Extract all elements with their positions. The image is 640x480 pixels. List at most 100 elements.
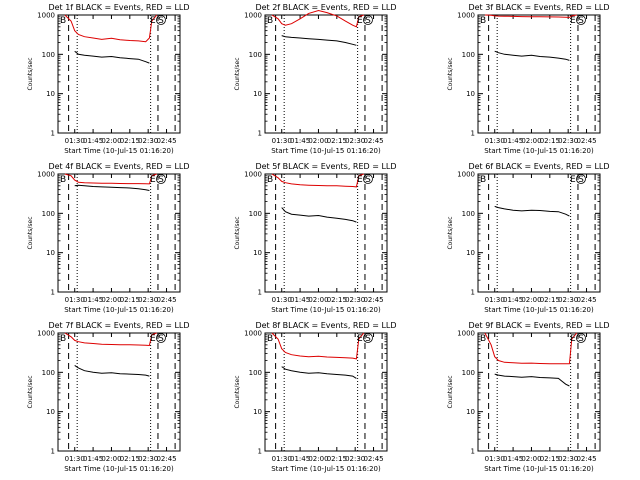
x-tick-label: 01:45 — [503, 296, 523, 304]
series-line-lld — [484, 14, 577, 18]
x-axis-label: Start Time (10-Jul-15 01:16:20) — [64, 465, 174, 473]
x-tick-label: 01:45 — [290, 296, 310, 304]
x-tick-label: 01:30 — [65, 455, 85, 463]
y-tick-label: 1 — [51, 130, 55, 138]
end-marker-s-label: S — [578, 175, 584, 185]
x-tick-label: 01:45 — [503, 137, 523, 145]
series-line-lld — [271, 9, 364, 28]
chart-title: Det 6f BLACK = Events, RED = LLD — [468, 162, 609, 171]
x-tick-label: 02:00 — [308, 455, 328, 463]
end-marker-s-label: S — [365, 334, 371, 344]
end-marker-e-label: E — [150, 334, 156, 344]
x-tick-label: 02:45 — [363, 296, 383, 304]
end-marker-circle — [363, 174, 373, 184]
end-marker-s-label: S — [365, 175, 371, 185]
y-tick-label: 100 — [249, 210, 262, 218]
y-tick-label: 100 — [42, 369, 55, 377]
end-marker-circle — [156, 333, 166, 343]
chart-title: Det 8f BLACK = Events, RED = LLD — [255, 321, 396, 330]
chart-panel-8: Det 8f BLACK = Events, RED = LLD 1 10 100 10… — [234, 321, 397, 473]
x-tick-label: 01:30 — [272, 296, 292, 304]
x-tick-label: 02:45 — [363, 137, 383, 145]
y-tick-label: 100 — [42, 210, 55, 218]
x-tick-label: 02:30 — [558, 455, 578, 463]
x-tick-label: 02:30 — [138, 137, 158, 145]
x-tick-label: 02:30 — [138, 455, 158, 463]
x-tick-label: 02:45 — [576, 137, 596, 145]
chart-panel-5: Det 5f BLACK = Events, RED = LLD 1 10 100 10… — [234, 162, 397, 314]
x-tick-label: 01:45 — [503, 455, 523, 463]
end-marker-e-label: E — [150, 175, 156, 185]
y-axis-label: Counts/sec — [27, 216, 34, 249]
series-line-events — [74, 364, 150, 377]
y-tick-label: 1 — [51, 289, 55, 297]
plot-frame — [477, 173, 601, 293]
x-axis-label: Start Time (10-Jul-15 01:16:20) — [271, 306, 381, 314]
start-marker-label: B — [480, 175, 486, 185]
x-tick-label: 02:15 — [120, 455, 140, 463]
start-marker-label: B — [60, 16, 66, 26]
y-tick-label: 10 — [46, 249, 55, 257]
y-tick-label: 100 — [462, 210, 475, 218]
end-marker-e-label: E — [570, 334, 576, 344]
y-tick-label: 1000 — [244, 12, 262, 20]
y-tick-label: 1000 — [244, 330, 262, 338]
x-tick-label: 01:30 — [65, 137, 85, 145]
y-axis-label: Counts/sec — [234, 57, 241, 90]
x-tick-label: 01:45 — [83, 455, 103, 463]
chart-title: Det 7f BLACK = Events, RED = LLD — [48, 321, 189, 330]
series-line-events — [281, 207, 357, 223]
x-tick-label: 02:45 — [156, 455, 176, 463]
x-tick-label: 02:00 — [521, 455, 541, 463]
x-axis-label: Start Time (10-Jul-15 01:16:20) — [64, 306, 174, 314]
start-marker-label: B — [267, 334, 273, 344]
x-tick-label: 02:15 — [540, 455, 560, 463]
series-line-lld — [64, 14, 158, 43]
y-tick-label: 100 — [462, 51, 475, 59]
y-tick-label: 1 — [471, 130, 475, 138]
y-tick-label: 1 — [471, 289, 475, 297]
chart-title: Det 2f BLACK = Events, RED = LLD — [255, 3, 396, 12]
end-marker-s-label: S — [158, 334, 164, 344]
x-tick-label: 02:30 — [345, 455, 365, 463]
y-tick-label: 1 — [258, 130, 262, 138]
y-axis-label: Counts/sec — [27, 375, 34, 408]
y-tick-label: 1 — [51, 448, 55, 456]
x-tick-label: 02:45 — [156, 137, 176, 145]
end-marker-circle — [576, 15, 586, 25]
chart-panel-9: Det 9f BLACK = Events, RED = LLD 1 10 100 10… — [447, 321, 610, 473]
x-tick-label: 02:30 — [558, 137, 578, 145]
chart-panel-1: Det 1f BLACK = Events, RED = LLD 1 10 100 10… — [27, 3, 190, 155]
plot-frame — [57, 173, 181, 293]
x-tick-label: 02:00 — [521, 296, 541, 304]
x-tick-label: 01:30 — [272, 455, 292, 463]
x-tick-label: 01:45 — [83, 296, 103, 304]
end-marker-s-label: S — [578, 16, 584, 26]
y-tick-label: 100 — [249, 51, 262, 59]
x-tick-label: 01:30 — [272, 137, 292, 145]
y-tick-label: 1 — [258, 289, 262, 297]
y-tick-label: 100 — [42, 51, 55, 59]
x-tick-label: 02:00 — [101, 137, 121, 145]
y-tick-label: 10 — [466, 408, 475, 416]
y-tick-label: 1 — [258, 448, 262, 456]
y-tick-label: 1000 — [244, 171, 262, 179]
end-marker-e-label: E — [357, 334, 363, 344]
end-marker-e-label: E — [570, 175, 576, 185]
y-tick-label: 1000 — [457, 171, 475, 179]
x-tick-label: 02:00 — [521, 137, 541, 145]
x-tick-label: 02:15 — [120, 137, 140, 145]
x-tick-label: 02:15 — [120, 296, 140, 304]
end-marker-circle — [363, 15, 373, 25]
end-marker-e-label: E — [357, 175, 363, 185]
x-tick-label: 02:00 — [101, 455, 121, 463]
chart-panel-3: Det 3f BLACK = Events, RED = LLD 1 10 100 10… — [447, 3, 610, 155]
end-marker-s-label: S — [578, 334, 584, 344]
y-tick-label: 10 — [253, 90, 262, 98]
chart-title: Det 3f BLACK = Events, RED = LLD — [468, 3, 609, 12]
end-marker-s-label: S — [365, 16, 371, 26]
x-axis-label: Start Time (10-Jul-15 01:16:20) — [271, 465, 381, 473]
x-tick-label: 01:30 — [65, 296, 85, 304]
x-tick-label: 02:15 — [540, 137, 560, 145]
y-tick-label: 100 — [462, 369, 475, 377]
